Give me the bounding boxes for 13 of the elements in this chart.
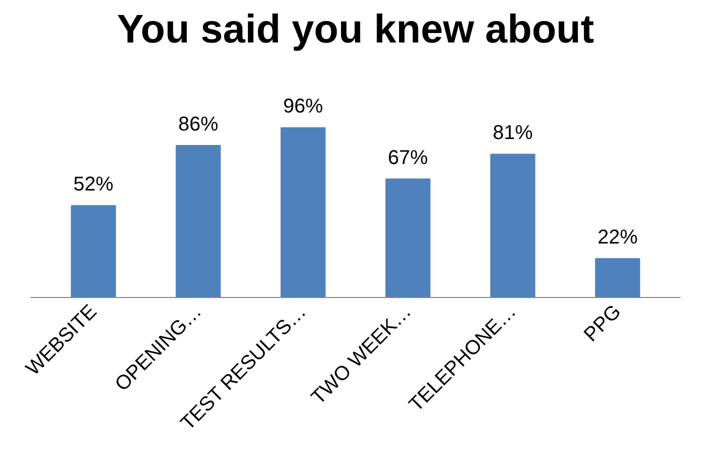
chart-title: You said you knew about <box>116 8 594 52</box>
data-label: 67% <box>388 146 428 169</box>
bar <box>490 154 536 298</box>
data-label: 96% <box>283 96 324 118</box>
bar <box>385 178 430 298</box>
bar <box>280 127 326 298</box>
data-label: 22% <box>598 226 638 248</box>
data-label: 52% <box>73 173 114 196</box>
bar <box>176 144 221 298</box>
data-label: 86% <box>178 113 218 136</box>
data-label: 81% <box>492 122 533 144</box>
bar <box>595 258 640 298</box>
bar <box>70 205 116 298</box>
